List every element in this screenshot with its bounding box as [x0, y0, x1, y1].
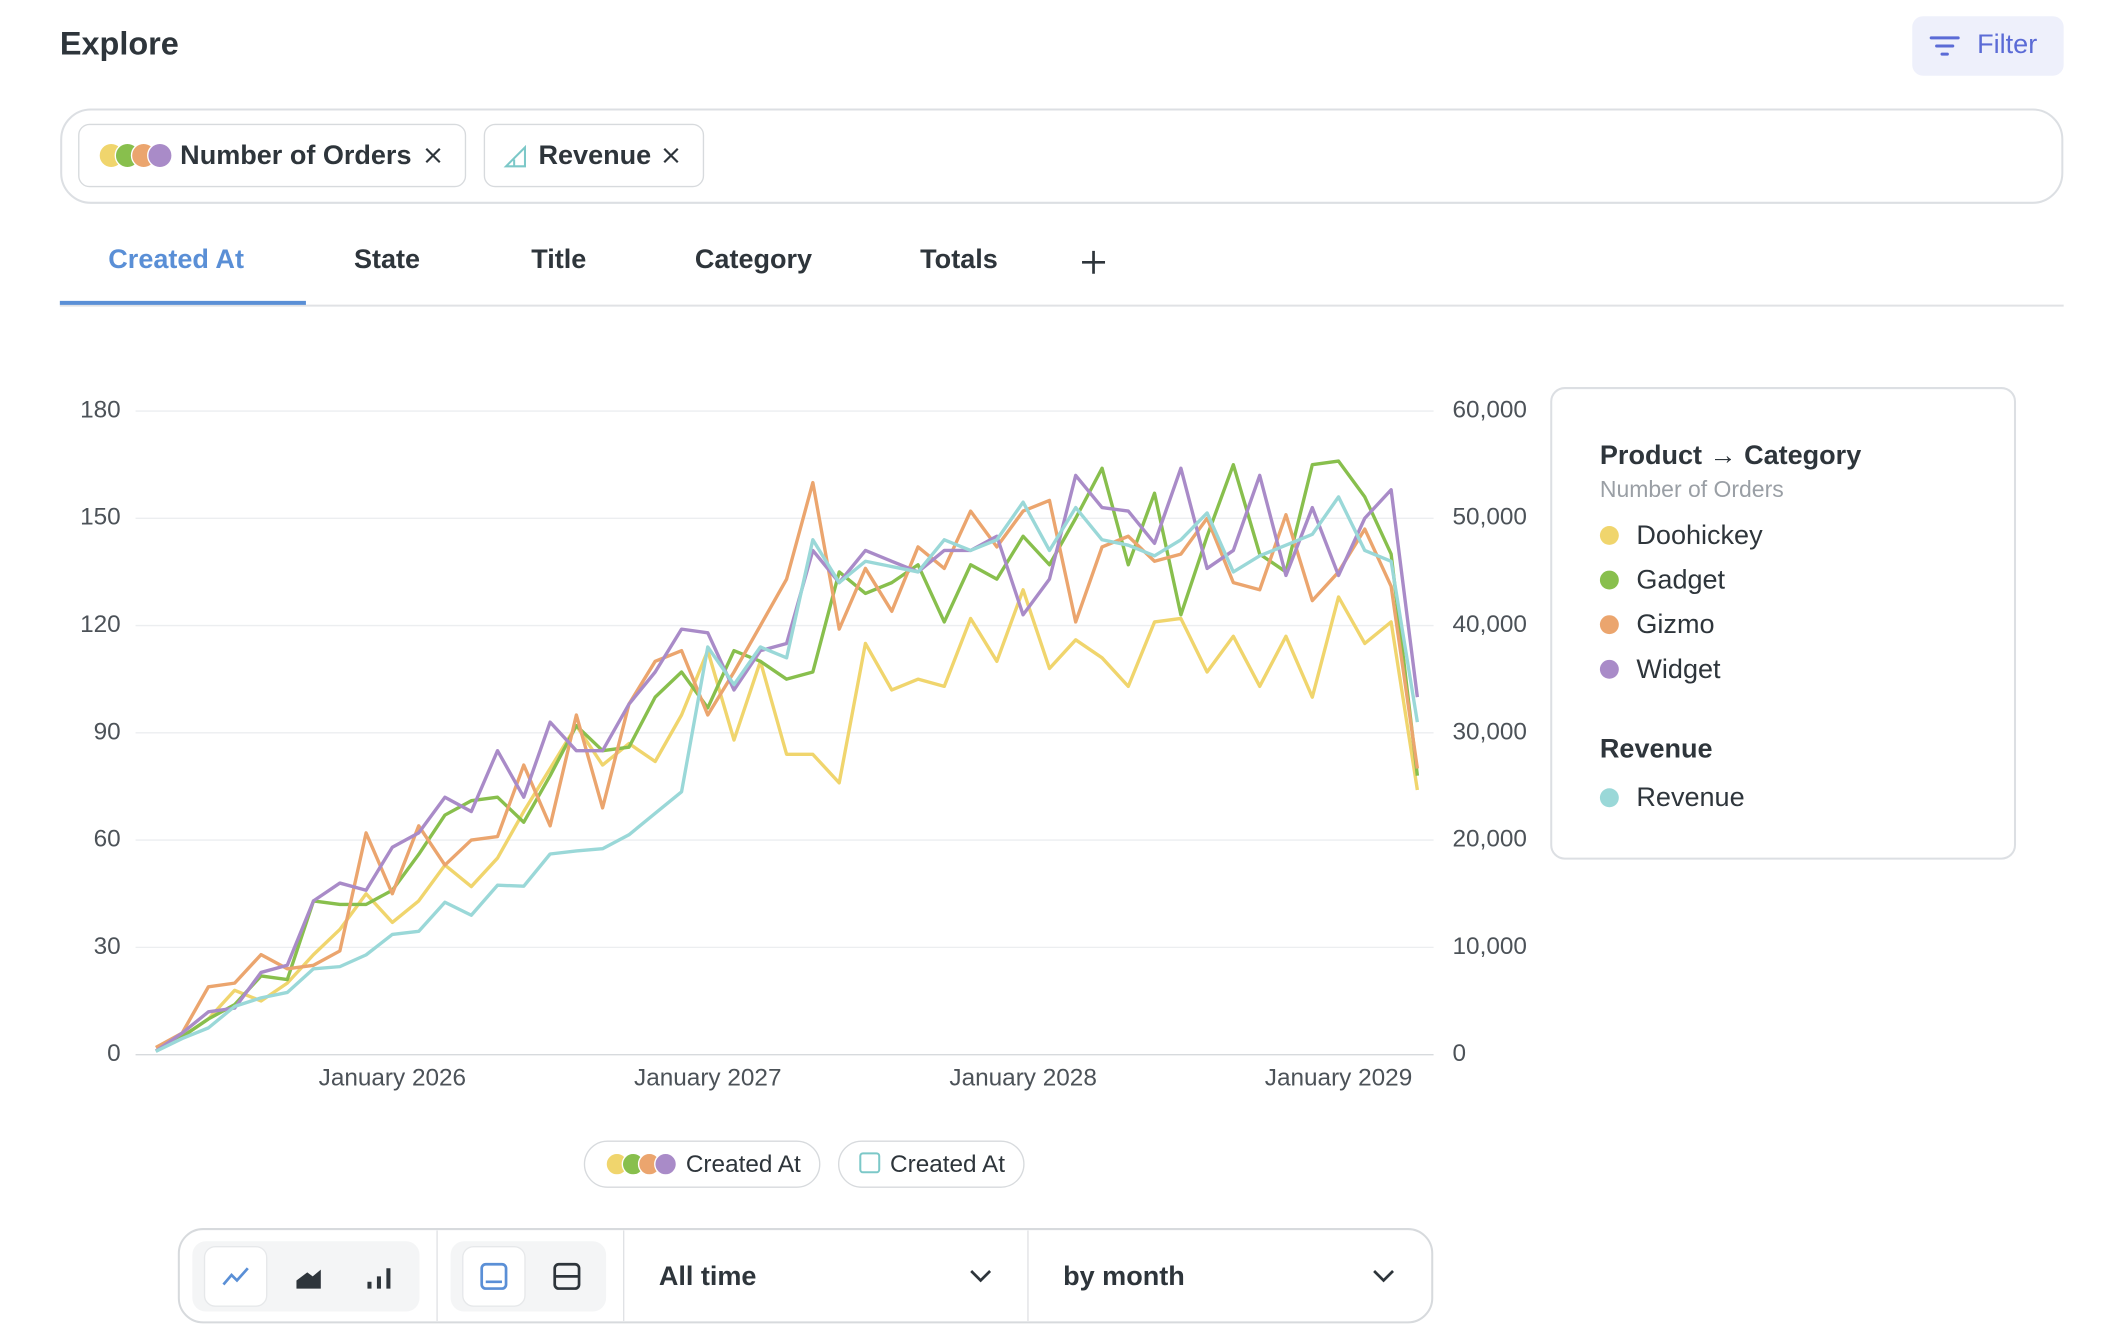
- x-tick-label: January 2029: [1265, 1064, 1412, 1091]
- y2-tick-label: 10,000: [1453, 933, 1527, 960]
- legend-swatch: [1599, 570, 1619, 590]
- layout-icon: [480, 1262, 508, 1290]
- plot: 0 30 60 90 120 150 180 0 10,000 20,000 30,000 40,00…: [80, 396, 1527, 1091]
- tab[interactable]: Totals: [920, 244, 998, 274]
- legend-swatch: [1599, 615, 1619, 635]
- chip-icon: [503, 144, 526, 168]
- filter-button[interactable]: Filter: [1912, 16, 2064, 76]
- line-button[interactable]: [203, 1245, 268, 1307]
- y-tick-label: 60: [94, 826, 121, 853]
- filter-bg: [1912, 16, 2064, 76]
- series-line: [155, 588, 1420, 1053]
- x-tick-label: January 2027: [634, 1064, 781, 1091]
- series-line: [155, 459, 1420, 1053]
- chip-remove[interactable]: [425, 147, 441, 164]
- chip-label: Revenue: [538, 140, 651, 170]
- legend-box: [1550, 387, 2017, 860]
- y2-tick-label: 0: [1453, 1040, 1467, 1067]
- legend-swatch: [1599, 525, 1619, 545]
- legend-label: Widget: [1636, 654, 1721, 684]
- y2-tick-label: 50,000: [1453, 504, 1527, 531]
- y-tick-label: 180: [80, 396, 121, 423]
- dot: [654, 1152, 678, 1176]
- pill-bg: [837, 1140, 1025, 1188]
- bar-button[interactable]: [367, 1268, 391, 1289]
- tab[interactable]: State: [354, 244, 420, 274]
- y-tick-label: 120: [80, 611, 121, 638]
- line-icon: [222, 1267, 249, 1286]
- chip-dots: [98, 142, 173, 169]
- y-tick-label: 0: [107, 1040, 121, 1067]
- chevron: [970, 1270, 992, 1283]
- metric-chip[interactable]: Number of Orders: [78, 123, 467, 188]
- series-line: [155, 495, 1420, 1053]
- legend-subtitle: Number of Orders: [1600, 476, 1784, 502]
- range-select[interactable]: All time: [659, 1261, 757, 1291]
- legend-swatch: [1599, 659, 1619, 679]
- page-title: Explore: [60, 26, 179, 62]
- filter-label: Filter: [1977, 29, 2037, 59]
- series-line: [155, 480, 1420, 1049]
- legend-group: Revenue: [1600, 734, 1713, 764]
- calendar-icon: [859, 1152, 881, 1174]
- filter-icon: [1929, 36, 1960, 56]
- chip-label: Number of Orders: [180, 140, 411, 170]
- y-tick-label: 90: [94, 718, 121, 745]
- y2-tick-label: 60,000: [1453, 396, 1527, 423]
- dimension-pill[interactable]: Created At: [583, 1140, 821, 1188]
- pill-label: Created At: [890, 1151, 1005, 1178]
- legend-label: Gadget: [1636, 565, 1725, 595]
- x-tick-label: January 2026: [319, 1064, 466, 1091]
- tab[interactable]: Created At: [108, 244, 244, 274]
- add-tab[interactable]: [1082, 250, 1106, 274]
- metrics-box: [60, 108, 2064, 204]
- legend-label: Doohickey: [1636, 520, 1763, 550]
- toolbar: All time by month: [177, 1228, 1434, 1324]
- pill-bg: [583, 1140, 821, 1188]
- pill-label: Created At: [686, 1151, 801, 1178]
- tab[interactable]: Category: [695, 244, 812, 274]
- area-button[interactable]: [296, 1269, 321, 1289]
- x-tick-label: January 2028: [949, 1064, 1096, 1091]
- y2-tick-label: 20,000: [1453, 826, 1527, 853]
- y-tick-label: 30: [94, 933, 121, 960]
- pill-dots: [605, 1152, 678, 1176]
- y-tick-label: 150: [80, 504, 121, 531]
- y2-tick-label: 40,000: [1453, 611, 1527, 638]
- chevron: [1373, 1270, 1394, 1283]
- dimension-pill[interactable]: Created At: [837, 1140, 1025, 1188]
- legend-swatch: [1599, 788, 1619, 808]
- series-line: [154, 466, 1420, 1053]
- legend-label: Gizmo: [1636, 609, 1714, 639]
- legend: Doohickey Gadget Gizmo Widget Revenue: [1599, 520, 1763, 812]
- dot: [147, 142, 173, 169]
- granularity-select[interactable]: by month: [1063, 1261, 1185, 1291]
- chip-bg: [483, 123, 705, 188]
- metric-chip[interactable]: Revenue: [483, 123, 705, 188]
- layout-button[interactable]: [462, 1245, 526, 1307]
- legend-label: Revenue: [1636, 782, 1744, 812]
- chip-bg: [78, 123, 467, 188]
- chip-remove[interactable]: [663, 147, 679, 164]
- legend-title: Product → Category: [1600, 440, 1861, 470]
- y2-tick-label: 30,000: [1453, 718, 1527, 745]
- tab[interactable]: Title: [531, 244, 586, 274]
